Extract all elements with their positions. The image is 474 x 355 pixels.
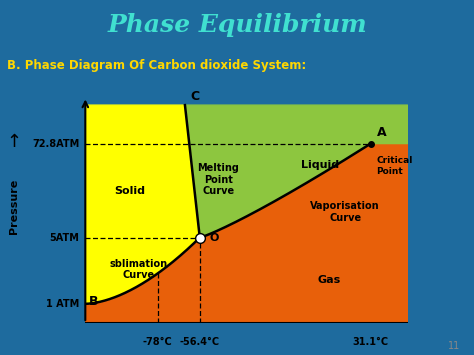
Text: -78°C: -78°C (143, 337, 173, 347)
Text: O: O (210, 233, 219, 242)
Text: 11: 11 (447, 342, 460, 351)
Text: Critical
Point: Critical Point (376, 157, 413, 176)
Polygon shape (85, 143, 408, 323)
Text: Gas: Gas (318, 275, 341, 285)
Text: Melting
Point
Curve: Melting Point Curve (197, 163, 239, 197)
Text: Phase Equilibrium: Phase Equilibrium (107, 13, 367, 37)
Text: 72.8ATM: 72.8ATM (32, 138, 80, 149)
Text: ↑: ↑ (7, 133, 22, 151)
Polygon shape (85, 105, 200, 304)
Text: 5ATM: 5ATM (50, 233, 80, 242)
Polygon shape (185, 105, 408, 237)
Text: Liquid: Liquid (301, 160, 339, 170)
Text: Pressure: Pressure (9, 178, 19, 234)
Text: Solid: Solid (115, 186, 146, 196)
Text: sblimation
Curve: sblimation Curve (109, 259, 167, 280)
Text: 31.1°C: 31.1°C (353, 337, 389, 347)
Text: B. Phase Diagram Of Carbon dioxide System:: B. Phase Diagram Of Carbon dioxide Syste… (7, 59, 306, 72)
Text: C: C (191, 90, 200, 103)
Text: 1 ATM: 1 ATM (46, 299, 80, 309)
Text: Vaporisation
Curve: Vaporisation Curve (310, 201, 380, 223)
Text: -56.4°C: -56.4°C (180, 337, 220, 347)
Text: B: B (89, 295, 99, 308)
Text: A: A (376, 126, 386, 139)
